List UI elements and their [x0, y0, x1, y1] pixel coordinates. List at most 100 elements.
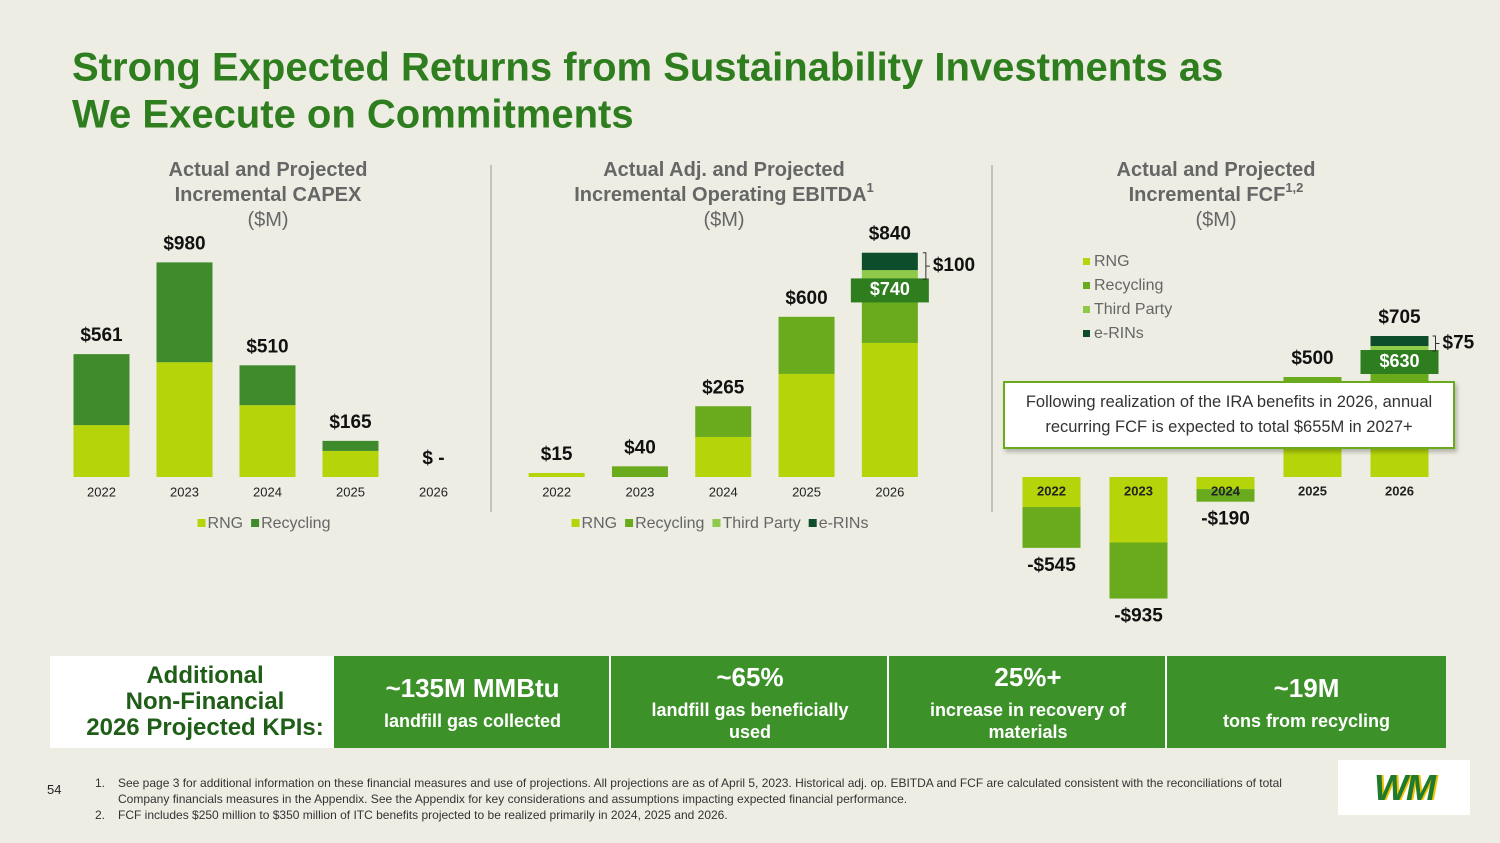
- x-tick-label: 2024: [1211, 483, 1241, 498]
- total-label: $500: [1291, 348, 1333, 369]
- bar-segment: [1109, 542, 1168, 599]
- kpi: ~135M MMBtu landfill gas collected: [334, 656, 611, 748]
- bar-segment: [1370, 336, 1429, 346]
- total-label: $840: [869, 224, 911, 245]
- legend-swatch: [1083, 282, 1090, 289]
- bar-segment: [778, 373, 835, 477]
- kpi-label: increase in recovery of materials: [929, 699, 1127, 742]
- kpi-label: tons from recycling: [1222, 710, 1391, 731]
- legend-swatch: [1083, 306, 1090, 313]
- x-tick-label: 2024: [253, 484, 282, 499]
- legend-swatch: [1083, 330, 1090, 337]
- bar-segment: [528, 472, 585, 477]
- bar-segment: [239, 405, 296, 477]
- footnote-text: FCF includes $250 million to $350 millio…: [118, 808, 728, 822]
- chart-title: ($M): [703, 209, 744, 231]
- bar-segment: [1022, 477, 1081, 508]
- bar-segment: [778, 316, 835, 374]
- chart-title-text: ($M): [1195, 209, 1236, 231]
- bar-segment: [1022, 507, 1081, 548]
- footnote-text: See page 3 for additional information on…: [118, 776, 1282, 806]
- legend-swatch: [808, 519, 817, 527]
- chart-title: ($M): [247, 209, 288, 231]
- kpi-heading-line: 2026 Projected KPIs:: [86, 714, 324, 741]
- total-label: $980: [163, 233, 205, 254]
- x-tick-label: 2022: [1037, 483, 1066, 498]
- bar-segment: [611, 466, 668, 477]
- addon-label: $75: [1443, 333, 1475, 354]
- total-label: $165: [329, 412, 372, 433]
- bar-segment: [861, 252, 918, 271]
- chart-title-text: Incremental FCF: [1129, 184, 1286, 206]
- total-label: $ -: [422, 448, 444, 469]
- x-tick-label: 2024: [709, 484, 738, 499]
- legend-label: Recycling: [1094, 277, 1163, 294]
- kpi-value: 25%+: [994, 661, 1062, 692]
- total-label: $561: [80, 325, 123, 346]
- chart-title-text: ($M): [247, 209, 288, 231]
- slide-title: We Execute on Commitments: [72, 93, 634, 137]
- subtotal-box: [850, 278, 929, 303]
- legend-swatch: [625, 519, 634, 527]
- subtotal-label: $630: [1379, 351, 1419, 371]
- total-label: $265: [702, 377, 745, 398]
- x-tick-label: 2025: [336, 484, 365, 499]
- x-tick-label: 2025: [792, 484, 821, 499]
- total-label: -$545: [1027, 555, 1076, 576]
- total-label: -$935: [1114, 606, 1163, 627]
- addon-bracket: [922, 252, 930, 280]
- legend-label: e-RINs: [819, 515, 869, 532]
- legend-label: Recycling: [261, 515, 330, 532]
- bar-segment: [695, 406, 752, 437]
- kpi-value: ~19M: [1273, 672, 1340, 703]
- kpi-value: ~65%: [716, 661, 784, 692]
- legend-label: Third Party: [1094, 301, 1172, 318]
- legend: RNG Recycling Third Party e-RINs: [571, 515, 869, 532]
- chart-title-text: Actual and Projected: [169, 159, 368, 181]
- legend-label: RNG: [582, 515, 618, 532]
- bar-segment: [156, 362, 213, 477]
- bar-segment: [73, 425, 130, 477]
- bar-segment: [156, 262, 213, 363]
- chart-title: Actual and Projected: [1117, 159, 1316, 181]
- chart-title: Incremental FCF1,2: [1129, 180, 1304, 206]
- x-tick-label: 2026: [1385, 483, 1414, 498]
- legend-label: Third Party: [722, 515, 800, 532]
- bar-segment: [1109, 477, 1168, 543]
- x-tick-label: 2023: [625, 484, 654, 499]
- bar-segment: [1196, 477, 1255, 490]
- legend-label: RNG: [1094, 253, 1130, 270]
- addon-bracket: [1432, 335, 1440, 352]
- x-tick-label: 2025: [1298, 483, 1327, 498]
- x-tick-label: 2022: [87, 484, 116, 499]
- total-label: -$190: [1201, 509, 1250, 530]
- total-label: $15: [541, 444, 573, 465]
- kpi-heading-line: Non-Financial: [125, 688, 285, 715]
- subtotal-box: [1360, 350, 1439, 374]
- x-tick-label: 2026: [875, 484, 904, 499]
- x-tick-label: 2023: [170, 484, 199, 499]
- total-label: $600: [785, 288, 827, 309]
- footnote: 1. See page 3 for additional information …: [95, 775, 1285, 807]
- bar-segment: [322, 440, 379, 451]
- chart-title: Incremental CAPEX: [175, 184, 362, 206]
- addon-label: $100: [933, 255, 975, 276]
- chart-title-text: ($M): [703, 209, 744, 231]
- total-label: $40: [624, 437, 656, 458]
- subtotal-label: $740: [870, 279, 910, 299]
- chart-title-text: Incremental CAPEX: [175, 184, 362, 206]
- chart-title: ($M): [1195, 209, 1236, 231]
- bar-segment: [322, 450, 379, 477]
- chart-title: Actual Adj. and Projected: [603, 159, 845, 181]
- kpi: 25%+ increase in recovery of materials: [887, 656, 1167, 748]
- bar-segment: [73, 354, 130, 426]
- footnote-number: 1.: [95, 776, 106, 790]
- legend-label: e-RINs: [1094, 325, 1144, 342]
- legend: RNG Recycling: [197, 515, 330, 532]
- x-tick-label: 2023: [1124, 483, 1153, 498]
- legend-label: RNG: [208, 515, 244, 532]
- kpi-label: landfill gas beneficially used: [651, 699, 849, 742]
- callout: Following realization of the IRA benefit…: [1003, 381, 1455, 449]
- page-number: 54: [47, 782, 62, 797]
